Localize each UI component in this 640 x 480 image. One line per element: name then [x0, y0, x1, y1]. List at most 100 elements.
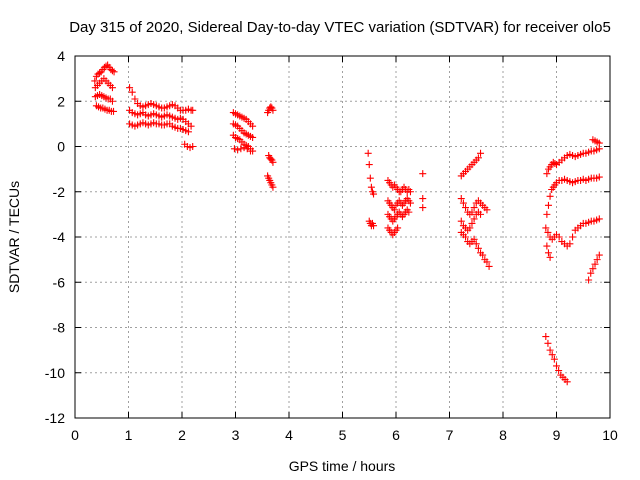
x-tick-label: 7 [446, 427, 454, 443]
y-tick-label: -8 [53, 320, 66, 336]
data-point [249, 122, 257, 130]
data-point [269, 183, 277, 191]
data-point [394, 224, 402, 232]
data-point [555, 366, 563, 374]
data-point [419, 195, 427, 203]
data-point [595, 251, 603, 259]
data-point [457, 195, 465, 203]
axis-ticks: 0 1 2 3 4 5 6 7 8 9 10 -12 -10 -8 -6 -4 -2 0 2 4 [45, 48, 618, 443]
data-point [184, 128, 192, 136]
data-point [569, 233, 577, 241]
data-point [593, 256, 601, 264]
data-point [269, 106, 277, 114]
data-point [544, 201, 552, 209]
data-point [542, 224, 550, 232]
x-tick-label: 0 [71, 427, 79, 443]
data-point [544, 339, 552, 347]
data-point [237, 145, 245, 153]
data-point [234, 146, 242, 154]
data-point [483, 258, 491, 266]
data-point [595, 173, 603, 181]
data-point [555, 233, 563, 241]
data-point [102, 62, 110, 70]
data-point [595, 215, 603, 223]
data-point [483, 206, 491, 214]
data-point [591, 260, 599, 268]
data-point [91, 77, 99, 85]
data-point [468, 208, 476, 216]
x-tick-label: 9 [553, 427, 561, 443]
data-point [462, 204, 470, 212]
x-tick-label: 4 [285, 427, 293, 443]
data-point [108, 84, 116, 92]
data-point [543, 170, 551, 178]
data-point [269, 158, 277, 166]
data-point [462, 233, 470, 241]
data-point [405, 208, 413, 216]
data-point [543, 210, 551, 218]
data-point [128, 88, 136, 96]
data-point [477, 210, 485, 218]
data-point [546, 346, 554, 354]
data-point [108, 97, 116, 105]
data-point [406, 199, 414, 207]
data-point [585, 276, 593, 284]
data-point [126, 84, 134, 92]
data-point [187, 122, 195, 130]
data-point [542, 333, 550, 341]
data-point [587, 269, 595, 277]
data-point [551, 159, 559, 167]
data-point [548, 351, 556, 359]
data-point [546, 253, 554, 261]
data-point [546, 192, 554, 200]
x-tick-label: 10 [602, 427, 618, 443]
data-point [470, 235, 478, 243]
data-point [110, 68, 118, 76]
data-point [189, 143, 197, 150]
data-point [189, 106, 197, 114]
data-point [367, 183, 375, 191]
data-point [472, 240, 480, 248]
data-point [563, 378, 571, 386]
data-point [457, 217, 465, 225]
y-tick-label: -10 [45, 365, 65, 381]
data-points [91, 61, 603, 386]
y-axis-label: SDTVAR / TECUs [6, 181, 22, 293]
data-point [477, 149, 485, 157]
x-tick-label: 3 [232, 427, 240, 443]
y-tick-label: -12 [45, 410, 65, 426]
data-point [466, 224, 474, 232]
data-point [249, 133, 257, 141]
data-point [474, 154, 482, 162]
x-tick-label: 6 [392, 427, 400, 443]
data-point [246, 147, 254, 155]
data-point [390, 206, 398, 214]
chart-title: Day 315 of 2020, Sidereal Day-to-day VTE… [69, 19, 611, 36]
data-point [406, 188, 414, 196]
data-point [470, 215, 478, 223]
data-point [544, 249, 552, 257]
data-point [419, 170, 427, 178]
y-tick-label: 0 [57, 139, 65, 155]
x-tick-label: 8 [499, 427, 507, 443]
data-point [365, 161, 373, 169]
data-point [468, 219, 476, 227]
data-point [96, 69, 104, 77]
data-point [230, 145, 238, 153]
y-tick-label: 2 [57, 93, 65, 109]
data-point [108, 67, 116, 75]
data-point [544, 228, 552, 236]
grid [75, 56, 610, 418]
data-point [550, 355, 558, 363]
data-point [419, 204, 427, 212]
data-point [543, 242, 551, 250]
x-tick-label: 1 [125, 427, 133, 443]
data-point [370, 190, 378, 198]
data-point [589, 265, 597, 273]
y-tick-label: -4 [53, 229, 66, 245]
x-tick-label: 2 [178, 427, 186, 443]
y-tick-label: 4 [57, 48, 65, 64]
x-tick-label: 5 [339, 427, 347, 443]
data-point [479, 251, 487, 259]
